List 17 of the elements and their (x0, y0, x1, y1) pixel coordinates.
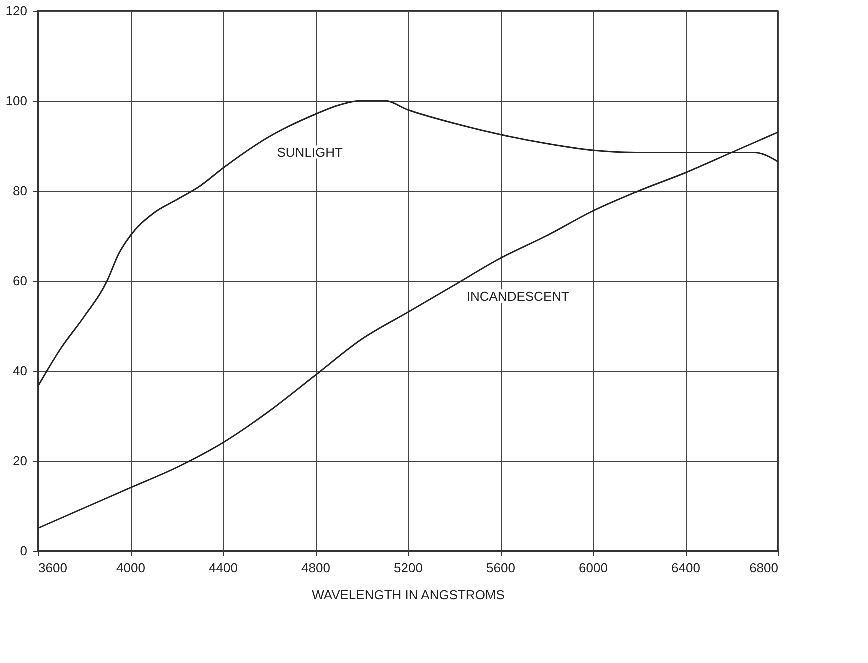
y-tick-label: 120 (6, 4, 28, 18)
y-tick-label: 100 (6, 94, 28, 108)
x-tick-label: 6000 (579, 560, 608, 576)
y-tick-label: 0 (20, 544, 28, 558)
x-tick-label: 4400 (209, 560, 238, 576)
x-tick-label: 6400 (672, 560, 700, 576)
y-tick-label: 60 (13, 274, 28, 288)
y-tick-label: 40 (13, 364, 28, 378)
x-tick-label: 5200 (394, 560, 423, 576)
x-tick-label: 3600 (38, 560, 68, 576)
x-tick-label: 6800 (750, 560, 778, 576)
y-tick-label: 20 (13, 454, 28, 468)
x-tick-label: 5600 (486, 560, 516, 576)
x-axis-title: WAVELENGTH IN ANGSTROMS (312, 588, 506, 602)
x-tick-label: 4800 (302, 560, 330, 576)
x-tick-label: 4000 (116, 560, 146, 576)
y-tick-label: 80 (13, 184, 28, 198)
